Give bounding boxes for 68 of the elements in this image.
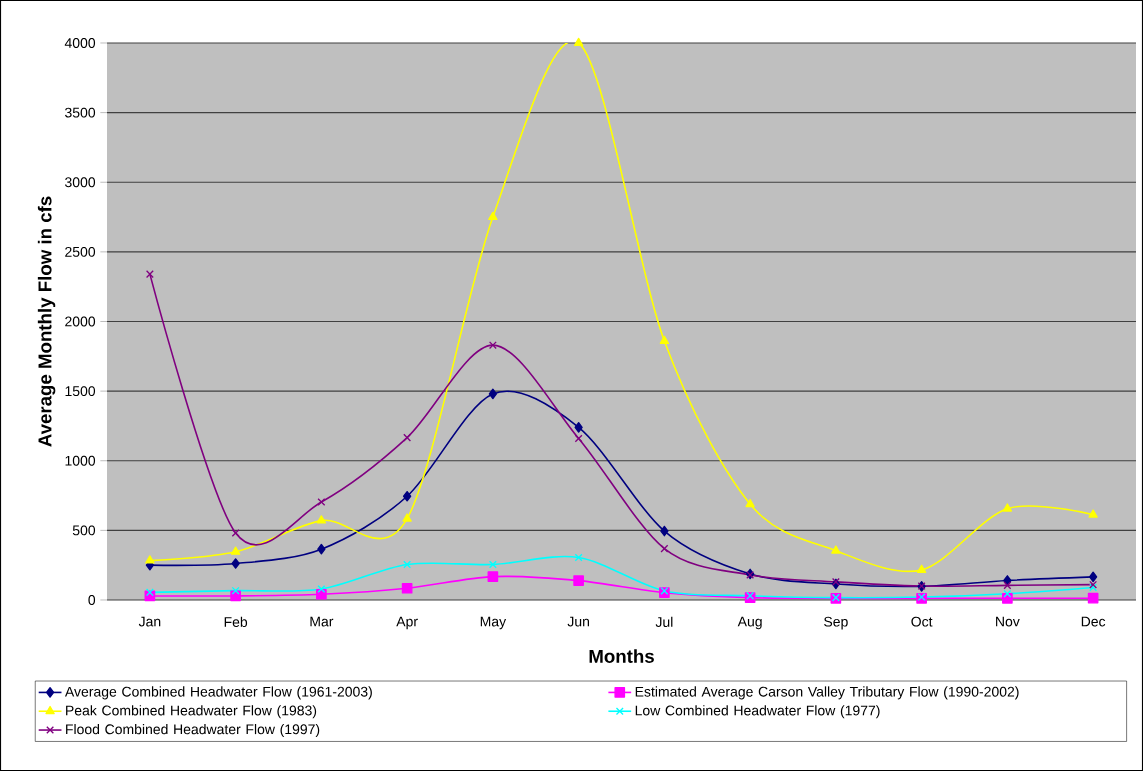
y-axis-title: Average Monthly Flow in cfs <box>37 196 56 447</box>
point <box>402 490 412 502</box>
point <box>316 515 327 524</box>
point <box>403 433 412 442</box>
point <box>574 421 583 433</box>
point <box>1088 509 1098 518</box>
legend-label: Low Combined Headwater Flow (1977) <box>635 705 880 719</box>
x-tick-label: Aug <box>737 616 762 630</box>
point <box>574 553 583 562</box>
point <box>230 590 241 602</box>
x-tick-label: Sep <box>824 616 848 630</box>
point <box>1088 571 1098 583</box>
y-tick-label: 1500 <box>65 386 96 397</box>
point <box>231 529 240 537</box>
point <box>317 543 326 555</box>
point <box>402 513 412 522</box>
y-tick-label: 0 <box>88 595 96 605</box>
point <box>574 434 583 443</box>
x-tick-label: Jun <box>567 616 590 627</box>
point <box>317 585 326 593</box>
point <box>145 555 155 564</box>
point <box>487 571 499 582</box>
point <box>488 560 497 569</box>
x-tick-label: Dec <box>1081 616 1106 627</box>
x-tick-label: Jul <box>655 616 673 627</box>
point <box>145 588 154 597</box>
legend-label: Estimated Average Carson Valley Tributary Flow (1990-2002) <box>635 686 1019 700</box>
x-tick-label: Feb <box>224 616 248 627</box>
point <box>1087 592 1099 604</box>
point <box>916 564 927 573</box>
point <box>231 558 240 569</box>
point <box>145 270 154 279</box>
y-tick-label: 2500 <box>65 246 96 257</box>
point <box>1003 581 1012 590</box>
point <box>745 498 755 508</box>
point <box>488 211 498 221</box>
y-tick-label: 1000 <box>65 455 96 466</box>
point <box>1002 503 1013 512</box>
legend-label: Average Combined Headwater Flow (1961-2003) <box>64 686 372 700</box>
x-tick-label: Apr <box>396 616 418 630</box>
y-tick-label: 500 <box>72 525 96 536</box>
point <box>488 341 497 350</box>
y-tick-label: 3500 <box>65 107 96 118</box>
point <box>488 388 498 400</box>
point <box>660 525 669 537</box>
point <box>403 560 412 569</box>
y-tick-label: 4000 <box>64 38 96 48</box>
point <box>1003 589 1012 598</box>
point <box>831 577 840 586</box>
point <box>573 37 584 46</box>
point <box>660 544 669 553</box>
point <box>230 546 241 555</box>
x-tick-label: Jan <box>138 616 161 627</box>
point <box>317 497 326 506</box>
point <box>573 575 584 586</box>
y-tick-label: 3000 <box>65 177 96 188</box>
point <box>831 545 841 554</box>
x-tick-label: Nov <box>996 616 1020 627</box>
x-axis-title: Months <box>589 649 654 663</box>
point <box>231 586 240 595</box>
x-tick-label: Oct <box>911 616 933 627</box>
y-tick-label: 2000 <box>65 316 96 327</box>
x-tick-label: May <box>480 616 507 630</box>
legend-label: Flood Combined Headwater Flow (1997) <box>66 723 320 738</box>
x-tick-label: Mar <box>310 616 334 627</box>
point <box>659 335 670 344</box>
legend-label: Peak Combined Headwater Flow (1983) <box>66 705 317 719</box>
point <box>401 582 413 594</box>
